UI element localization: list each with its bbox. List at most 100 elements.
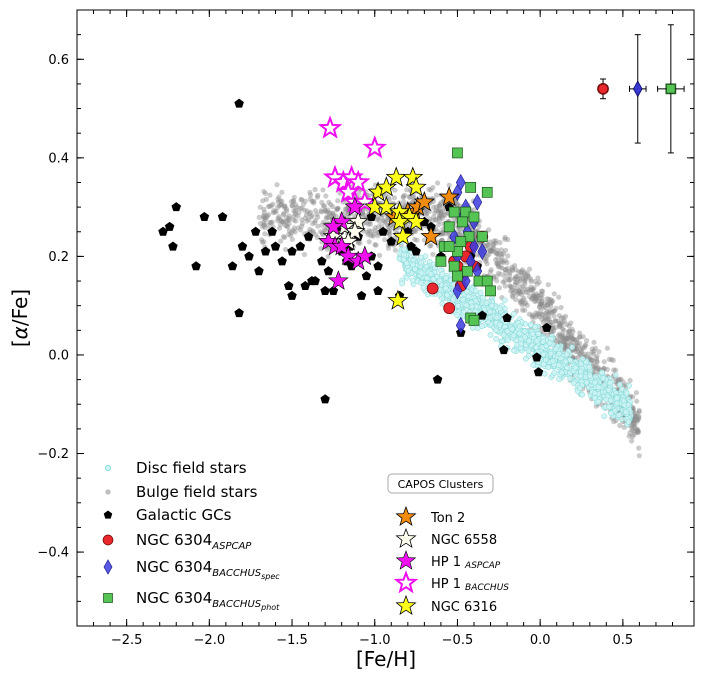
phot-point-6 — [468, 211, 480, 223]
legend-label-gc: Galactic GCs — [136, 506, 232, 524]
x-tick-label-3: −1.0 — [359, 633, 391, 648]
capos-legend-title: CAPOS Clusters — [398, 478, 484, 491]
gc-point-49 — [542, 322, 552, 332]
capos-marker-n6316 — [395, 594, 417, 616]
ton2-point-6 — [438, 186, 460, 207]
series-n6316 — [364, 166, 427, 310]
hp1b-point-5 — [345, 169, 371, 193]
gc-point-33 — [373, 261, 383, 271]
axis-ticks: −2.5 −2.0 −1.5 −1.0 −0.5 0.0 0.5 −0.4 −0.2 0.0 0.2… — [37, 10, 694, 648]
gc-point-35 — [386, 236, 397, 246]
spec-point-14 — [452, 282, 463, 300]
gc-point-30 — [356, 290, 367, 300]
errorbar-marker-phot — [666, 84, 676, 94]
gc-point-31 — [361, 271, 372, 281]
series-gc — [158, 98, 552, 404]
gc-point-58 — [320, 285, 330, 295]
errorbar-aspcap — [597, 78, 609, 100]
capos-label-ton2: Ton 2 — [430, 511, 465, 526]
hp1b-point-8 — [352, 189, 378, 213]
capos-label-n6316: NGC 6316 — [431, 600, 497, 615]
gc-point-13 — [260, 246, 271, 256]
phot-point-3 — [481, 186, 493, 198]
gc-point-24 — [328, 285, 339, 295]
x-tick-label-4: −0.5 — [442, 633, 474, 648]
gc-point-0 — [234, 98, 244, 108]
hp1a-point-7 — [331, 211, 352, 231]
gc-point-7 — [191, 261, 201, 271]
errorbar-spec — [628, 34, 647, 144]
gc-point-12 — [254, 266, 264, 276]
hp1a-point-6 — [328, 270, 349, 290]
phot-point-14 — [435, 255, 447, 267]
spec-point-15 — [477, 242, 488, 261]
legend-marker-aspcap — [102, 534, 114, 546]
gc-point-48 — [499, 345, 509, 355]
capos-label-n6558: NGC 6558 — [431, 533, 497, 548]
hp1a-point-2 — [331, 235, 352, 256]
errorbar-marker-aspcap — [597, 83, 609, 94]
n6316-point-10 — [405, 210, 427, 231]
gc-point-17 — [283, 280, 294, 291]
n6316-point-4 — [405, 176, 427, 197]
gc-point-3 — [171, 202, 181, 212]
legend-marker-phot — [103, 593, 113, 603]
phot-point-7 — [457, 216, 468, 228]
gc-point-50 — [532, 352, 542, 362]
phot-point-10 — [476, 231, 488, 243]
phot-point-18 — [481, 275, 493, 287]
gc-point-46 — [477, 310, 488, 320]
n6316-point-11 — [392, 225, 414, 246]
gc-point-19 — [295, 241, 306, 251]
x-tick-label-6: 0.5 — [613, 633, 634, 648]
gc-point-15 — [270, 241, 281, 251]
capos-marker-n6558 — [395, 527, 417, 549]
legend-marker-spec — [103, 559, 113, 575]
errorbar-marker-spec — [633, 81, 642, 97]
gc-point-20 — [303, 231, 314, 241]
legend-marker-gc — [103, 510, 113, 519]
y-tick-label-5: 0.6 — [48, 53, 69, 68]
phot-point-2 — [465, 182, 477, 193]
phot-point-23 — [443, 241, 455, 252]
x-tick-label-0: −2.5 — [111, 633, 143, 648]
phot-point-4 — [448, 206, 460, 218]
gc-point-56 — [300, 280, 311, 291]
y-tick-label-0: −0.4 — [37, 546, 69, 561]
x-axis-label: [Fe/H] — [356, 647, 416, 671]
n6558-point-2 — [344, 220, 366, 241]
gc-point-9 — [237, 241, 248, 251]
phot-point-20 — [452, 270, 463, 282]
legend-marker-disc — [104, 464, 112, 472]
gc-point-1 — [158, 226, 168, 236]
capos-marker-hp1a — [395, 550, 417, 570]
gc-point-52 — [432, 374, 443, 384]
legend-label-disc: Disc field stars — [136, 459, 247, 477]
capos-legend-box — [387, 473, 494, 494]
hp1a-point-8 — [344, 196, 366, 216]
gc-point-18 — [287, 246, 297, 256]
n6316-point-6 — [375, 195, 397, 217]
phot-point-1 — [452, 147, 463, 159]
n6316-point-12 — [387, 289, 409, 310]
gc-point-55 — [287, 290, 297, 300]
phot-point-15 — [448, 260, 460, 272]
gc-point-51 — [533, 367, 544, 377]
series-hp1a — [318, 196, 376, 290]
gc-point-47 — [502, 313, 512, 323]
hp1a-point-9 — [323, 215, 344, 236]
gc-point-53 — [320, 394, 330, 404]
cluster-layer — [158, 24, 685, 404]
gc-point-54 — [234, 308, 244, 318]
ton2-point-5 — [420, 225, 442, 246]
phot-point-22 — [468, 315, 480, 326]
y-tick-label-3: 0.2 — [48, 250, 69, 265]
ton2-point-4 — [413, 191, 435, 212]
gc-point-6 — [217, 211, 228, 222]
x-tick-label-1: −2.0 — [194, 633, 226, 648]
gc-point-57 — [307, 276, 317, 286]
n6316-point-3 — [402, 166, 424, 187]
gc-point-14 — [267, 226, 277, 236]
